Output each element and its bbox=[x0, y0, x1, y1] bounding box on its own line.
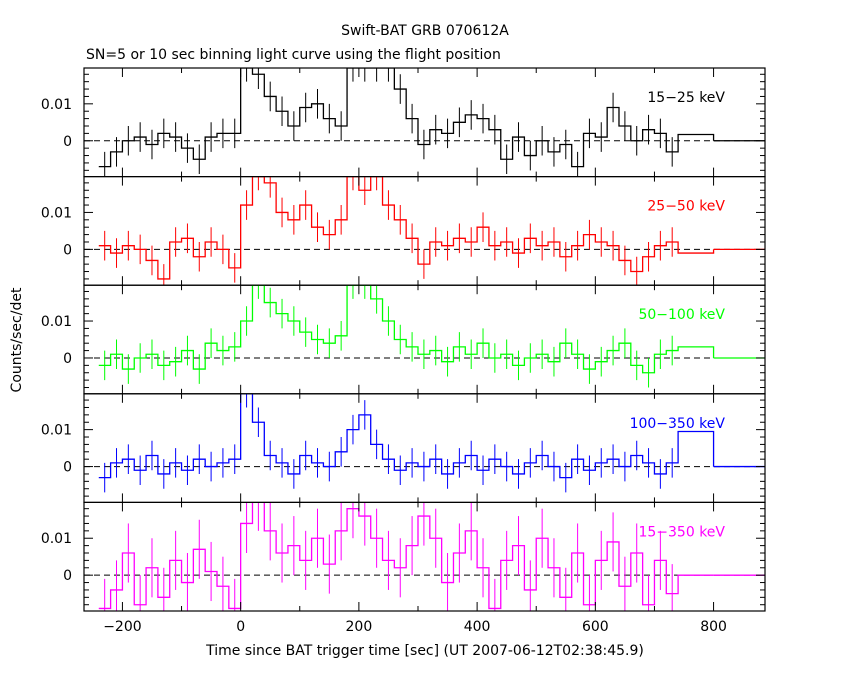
y-tick-label: 0.01 bbox=[41, 97, 72, 113]
y-tick-label: 0.01 bbox=[41, 205, 72, 221]
series-0 bbox=[98, 68, 765, 177]
step-line bbox=[98, 285, 715, 374]
panel-frame bbox=[83, 501, 766, 612]
panel-frame bbox=[83, 393, 766, 503]
panel-1: 0 0.01 25−50 keV bbox=[41, 176, 766, 286]
series-2 bbox=[98, 285, 765, 388]
chart-title: Swift-BAT GRB 070612A bbox=[341, 23, 509, 39]
y-tick-label: 0 bbox=[63, 568, 72, 584]
panel-3: 0 0.01 100−350 keV bbox=[41, 393, 766, 503]
panel-2: 0 0.01 50−100 keV bbox=[41, 284, 766, 395]
y-tick-label: 0 bbox=[63, 134, 72, 150]
panel-0: 0 0.01 15−25 keV bbox=[41, 67, 766, 178]
series-4 bbox=[98, 502, 765, 611]
y-axis-label: Counts/sec/det bbox=[9, 287, 25, 392]
step-line bbox=[98, 393, 715, 479]
series-label: 25−50 keV bbox=[647, 199, 725, 215]
panel-frame bbox=[83, 67, 766, 178]
y-tick-label: 0.01 bbox=[41, 531, 72, 547]
series-label: 15−350 keV bbox=[638, 524, 725, 540]
panel-frame bbox=[83, 176, 766, 286]
step-line bbox=[98, 176, 715, 280]
x-tick-label: 600 bbox=[582, 619, 609, 635]
chart-subtitle: SN=5 or 10 sec binning light curve using… bbox=[86, 47, 501, 63]
series-label: 15−25 keV bbox=[647, 90, 725, 106]
series-label: 50−100 keV bbox=[638, 307, 725, 323]
x-tick-label: 400 bbox=[464, 619, 491, 635]
step-line bbox=[98, 502, 714, 610]
panel-4: 0 0.01 15−350 keV bbox=[41, 501, 766, 612]
y-tick-label: 0.01 bbox=[41, 314, 72, 330]
x-tick-label: −200 bbox=[103, 619, 141, 635]
x-tick-label: 0 bbox=[236, 619, 245, 635]
series-3 bbox=[98, 393, 765, 493]
y-tick-label: 0 bbox=[63, 242, 72, 258]
x-tick-label: 200 bbox=[346, 619, 373, 635]
y-tick-label: 0 bbox=[63, 351, 72, 367]
x-tick-label: 800 bbox=[700, 619, 727, 635]
series-label: 100−350 keV bbox=[630, 416, 726, 432]
panel-frame bbox=[83, 284, 766, 395]
y-tick-label: 0 bbox=[63, 460, 72, 476]
series-1 bbox=[98, 176, 765, 286]
step-line bbox=[98, 68, 715, 168]
y-tick-label: 0.01 bbox=[41, 423, 72, 439]
x-axis-label: Time since BAT trigger time [sec] (UT 20… bbox=[205, 643, 644, 659]
